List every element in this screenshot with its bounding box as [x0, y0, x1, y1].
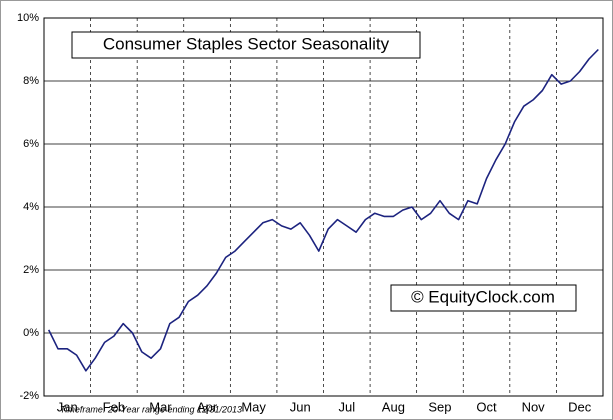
x-tick-label: Nov [522, 399, 546, 414]
x-tick-label: Aug [382, 399, 405, 414]
y-tick-label: -2% [19, 390, 39, 402]
x-tick-label: May [241, 399, 266, 414]
y-tick-label: 2% [23, 264, 39, 276]
x-tick-label: Dec [568, 399, 592, 414]
y-tick-label: 8% [23, 75, 39, 87]
y-tick-label: 4% [23, 201, 39, 213]
x-tick-label: Jun [290, 399, 311, 414]
watermark-box [390, 284, 577, 312]
x-tick-label: Mar [149, 399, 172, 414]
x-tick-label: Oct [476, 399, 497, 414]
x-tick-label: Jan [57, 399, 78, 414]
x-tick-label: Feb [103, 399, 125, 414]
chart-title: Consumer Staples Sector Seasonality [103, 34, 390, 53]
y-tick-label: 6% [23, 138, 39, 150]
x-tick-label: Sep [428, 399, 451, 414]
y-tick-label: 0% [23, 327, 39, 339]
title-box [71, 31, 421, 59]
x-tick-label: Jul [338, 399, 355, 414]
line-series [47, 48, 599, 372]
footnote: Timeframe: 20-Year range ending 12/31/20… [60, 404, 242, 414]
watermark: © EquityClock.com [411, 287, 555, 306]
y-tick-label: 10% [17, 12, 39, 24]
x-tick-label: Apr [197, 399, 218, 414]
